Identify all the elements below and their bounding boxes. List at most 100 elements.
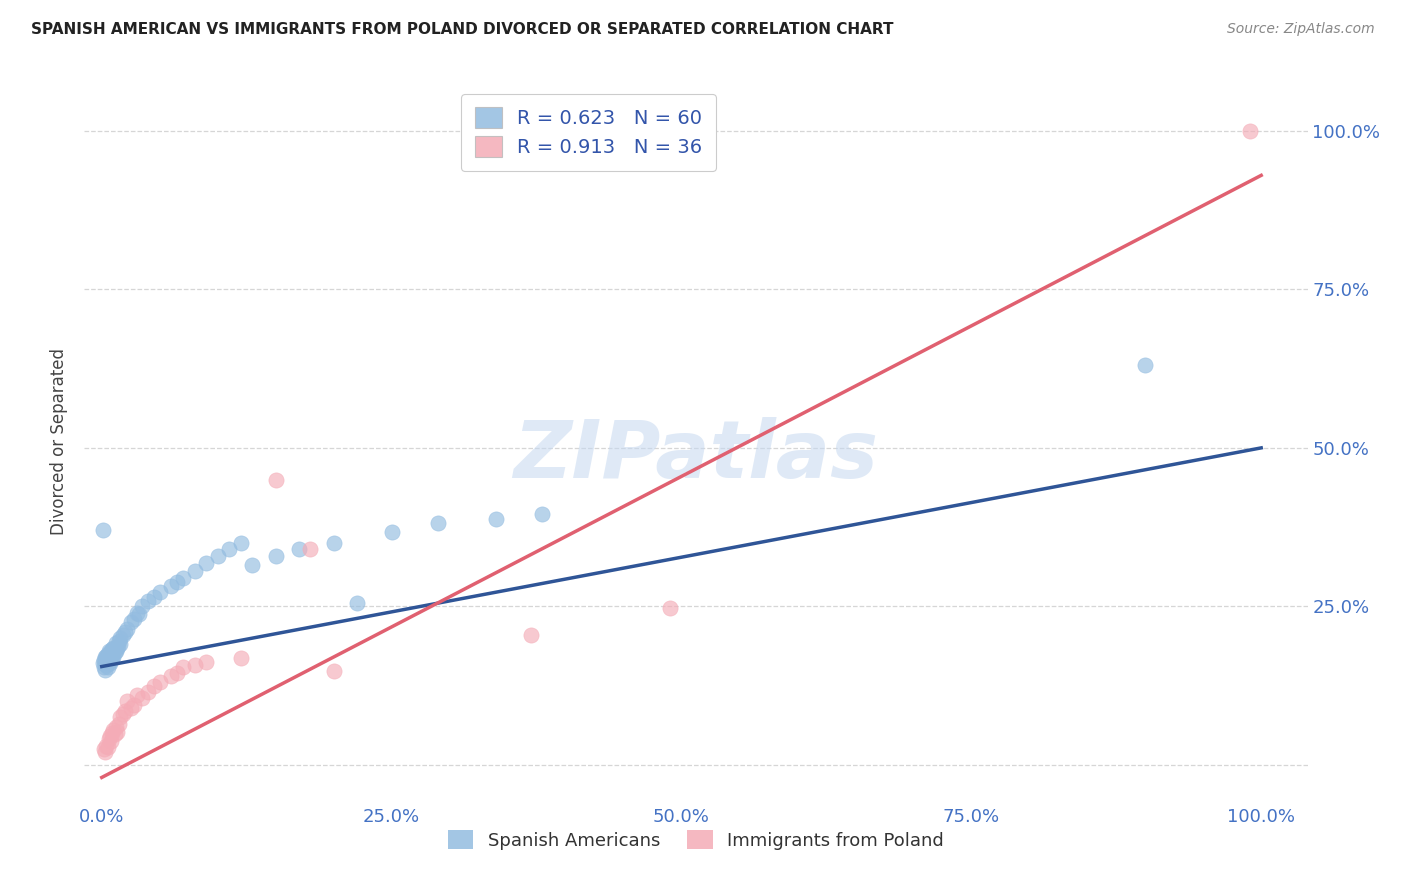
Point [264, 473, 287, 487]
Point [101, 642, 124, 657]
Text: Source: ZipAtlas.com: Source: ZipAtlas.com [1227, 22, 1375, 37]
Point [142, 590, 165, 604]
Point [166, 665, 188, 680]
Point [103, 640, 125, 655]
Point [149, 675, 172, 690]
Text: ZIPatlas: ZIPatlas [513, 417, 879, 495]
Point [485, 512, 508, 526]
Point [1239, 124, 1261, 138]
Point [111, 628, 134, 642]
Point [172, 571, 194, 585]
Point [142, 679, 165, 693]
Point [108, 716, 131, 731]
Point [104, 643, 127, 657]
Text: SPANISH AMERICAN VS IMMIGRANTS FROM POLAND DIVORCED OR SEPARATED CORRELATION CHA: SPANISH AMERICAN VS IMMIGRANTS FROM POLA… [31, 22, 893, 37]
Point [111, 707, 134, 722]
Point [183, 657, 205, 672]
Point [110, 631, 132, 645]
Point [97, 732, 120, 747]
Point [264, 549, 287, 563]
Point [101, 726, 124, 740]
Point [103, 727, 125, 741]
Point [1135, 359, 1157, 373]
Point [427, 516, 450, 530]
Point [288, 542, 311, 557]
Point [519, 628, 541, 642]
Point [322, 664, 344, 678]
Point [195, 556, 218, 570]
Point [96, 647, 118, 661]
Point [346, 596, 368, 610]
Point [299, 542, 322, 557]
Point [101, 651, 124, 665]
Point [96, 739, 118, 754]
Point [103, 650, 125, 665]
Point [100, 647, 122, 661]
Point [93, 653, 115, 667]
Point [91, 523, 114, 537]
Point [218, 542, 240, 557]
Point [105, 724, 128, 739]
Point [131, 599, 153, 614]
Point [94, 650, 117, 665]
Point [166, 575, 188, 590]
Point [104, 636, 127, 650]
Point [110, 637, 132, 651]
Point [94, 745, 117, 759]
Point [98, 657, 121, 671]
Point [94, 663, 117, 677]
Point [96, 659, 118, 673]
Point [93, 742, 115, 756]
Point [96, 648, 118, 663]
Point [381, 524, 404, 539]
Point [229, 651, 252, 665]
Point [125, 606, 148, 620]
Point [322, 536, 344, 550]
Point [98, 729, 121, 743]
Point [122, 698, 145, 712]
Point [207, 549, 229, 563]
Point [91, 657, 114, 671]
Point [658, 600, 681, 615]
Point [97, 650, 120, 665]
Point [172, 659, 194, 673]
Point [125, 688, 148, 702]
Point [136, 594, 159, 608]
Point [114, 624, 136, 639]
Point [97, 643, 120, 657]
Point [96, 739, 118, 753]
Point [97, 655, 120, 669]
Point [531, 508, 554, 522]
Point [122, 612, 145, 626]
Point [104, 720, 127, 734]
Point [117, 622, 139, 636]
Point [195, 655, 218, 669]
Legend: Spanish Americans, Immigrants from Poland: Spanish Americans, Immigrants from Polan… [439, 822, 953, 859]
Point [183, 565, 205, 579]
Point [93, 659, 115, 673]
Point [160, 579, 183, 593]
Point [96, 657, 118, 672]
Point [105, 640, 128, 655]
Point [107, 639, 129, 653]
Point [120, 615, 142, 630]
Point [98, 645, 121, 659]
Point [96, 651, 118, 665]
Point [100, 733, 122, 747]
Y-axis label: Divorced or Separated: Divorced or Separated [51, 348, 69, 535]
Point [100, 653, 122, 667]
Point [128, 607, 150, 621]
Point [108, 634, 131, 648]
Point [149, 585, 172, 599]
Point [103, 645, 125, 659]
Point [103, 723, 125, 737]
Point [242, 558, 264, 573]
Point [229, 536, 252, 550]
Point [136, 685, 159, 699]
Point [160, 669, 183, 683]
Point [131, 691, 153, 706]
Point [120, 700, 142, 714]
Point [110, 710, 132, 724]
Point [94, 655, 117, 669]
Point [117, 694, 139, 708]
